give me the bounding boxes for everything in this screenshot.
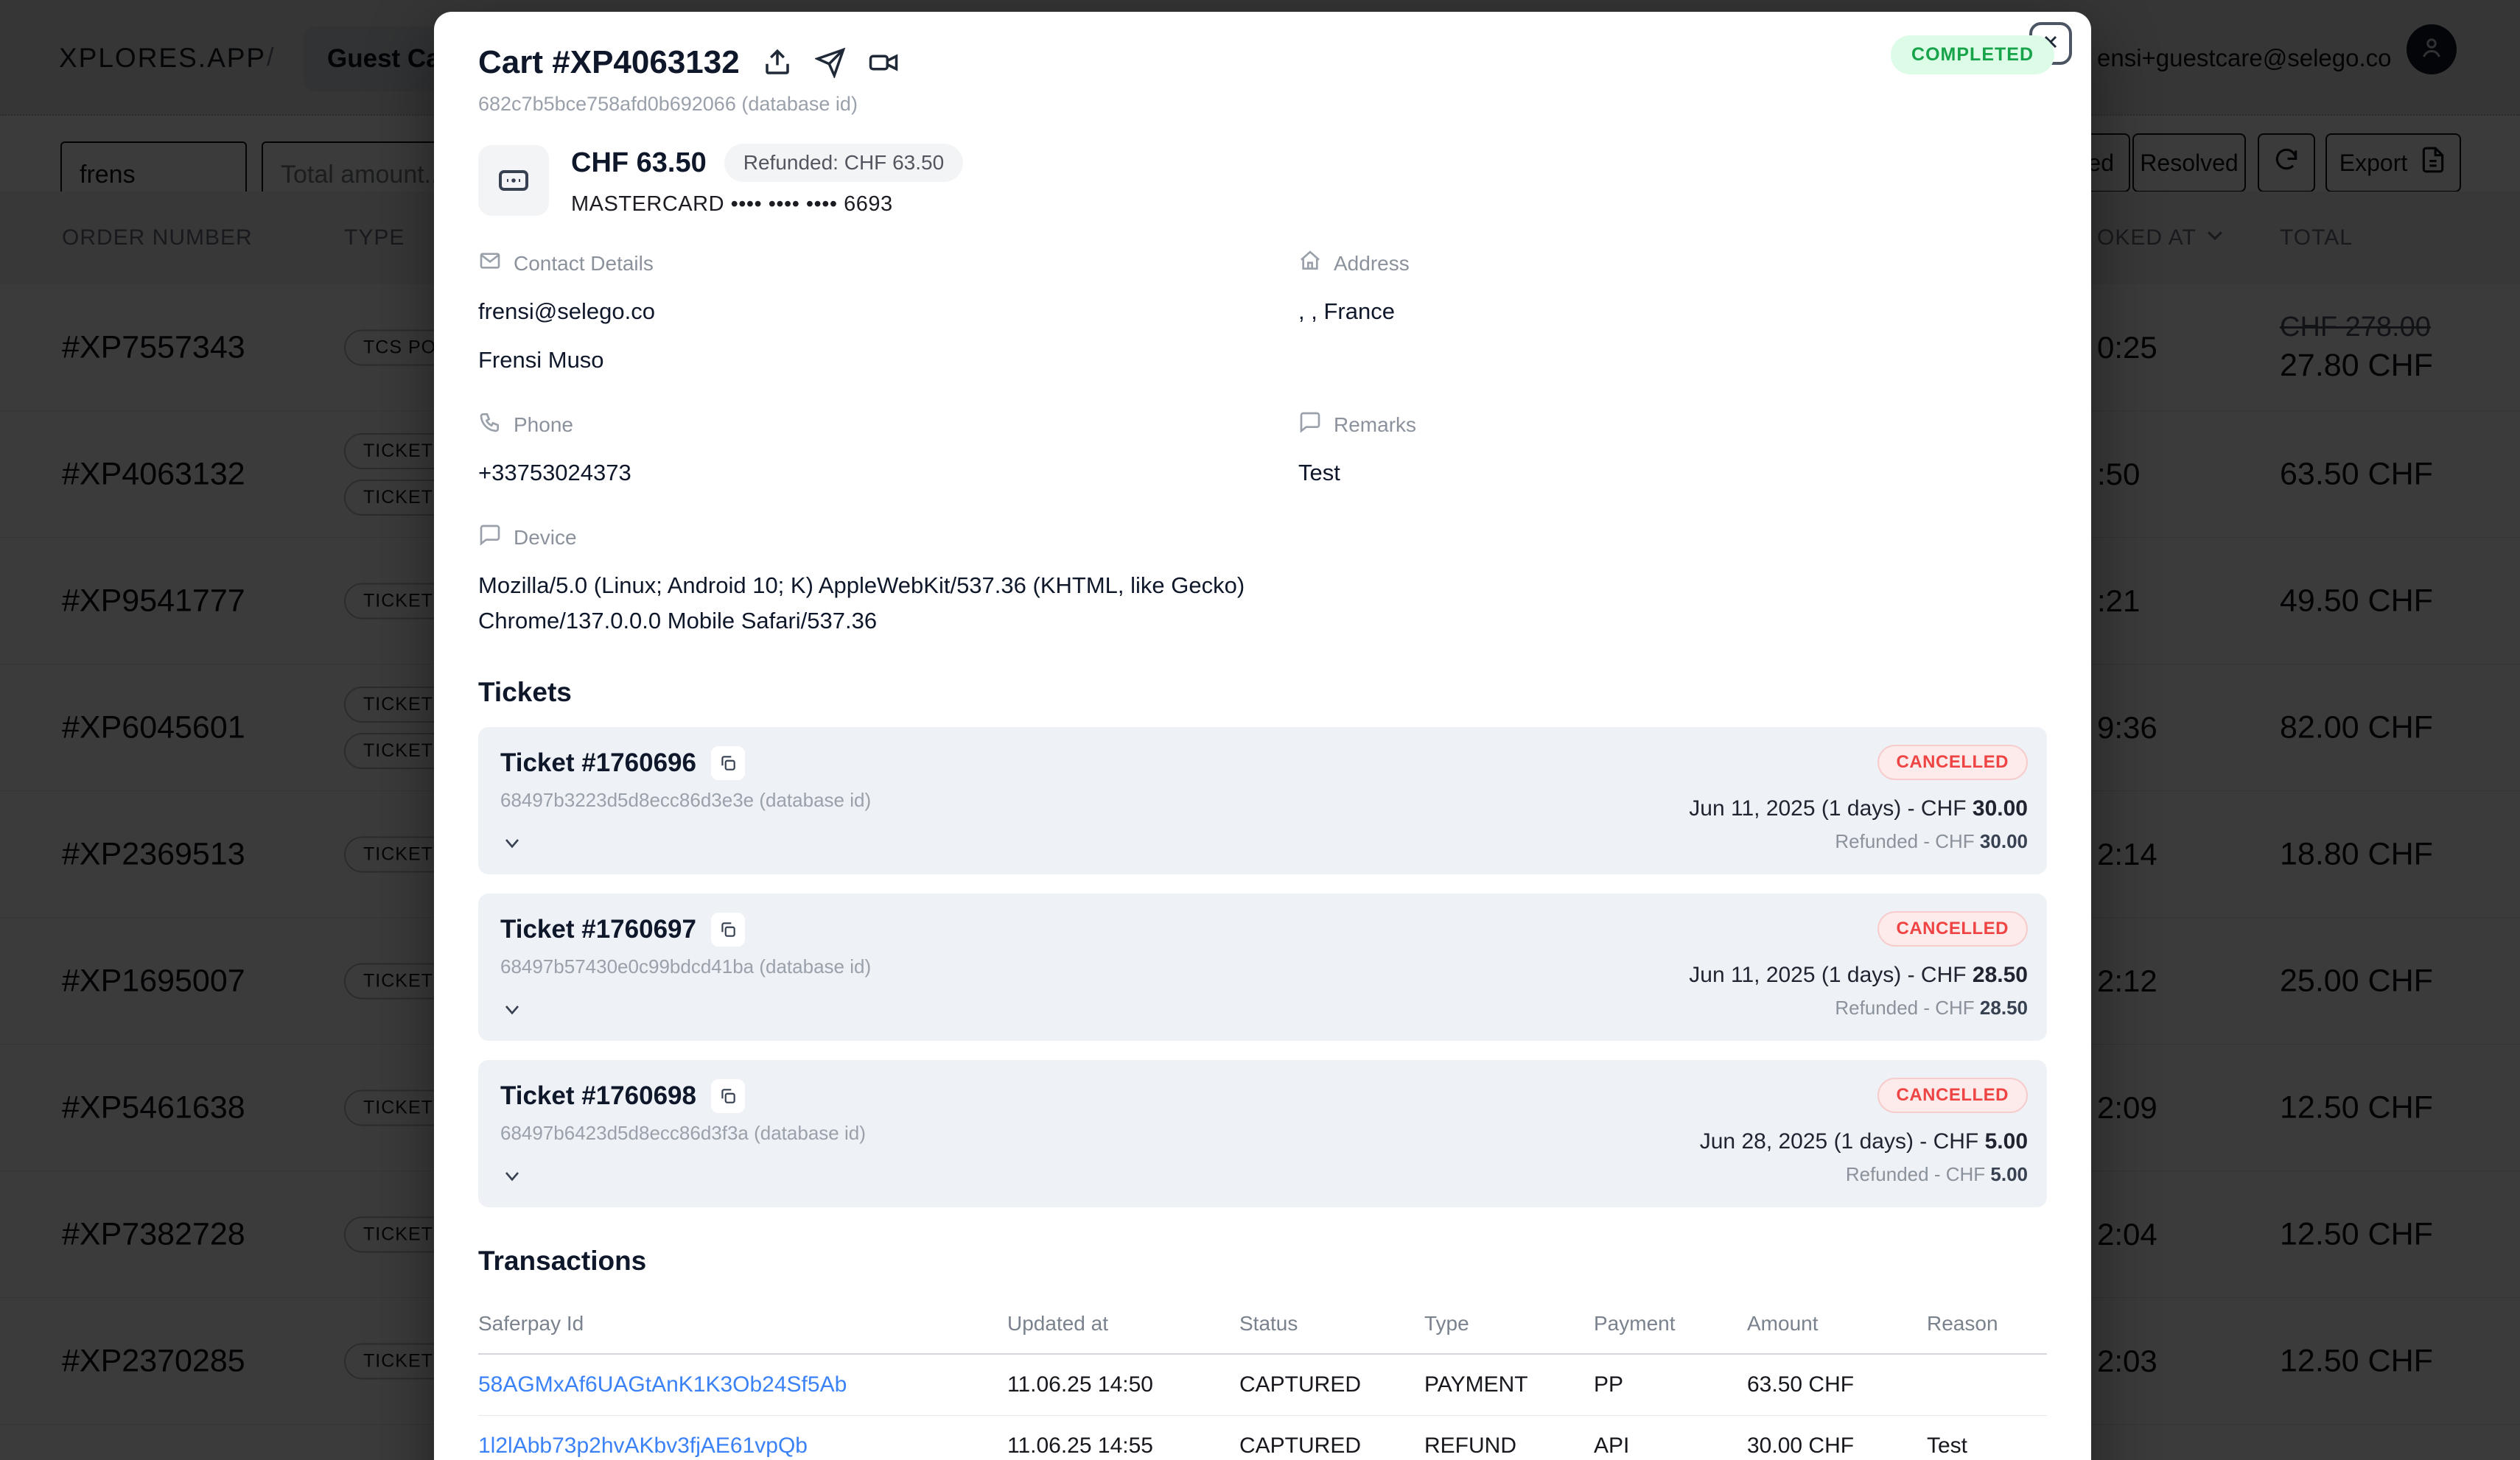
ticket-database-id: 68497b57430e0c99bdcd41ba (database id) <box>500 955 872 978</box>
remarks-block: Remarks Test <box>1298 410 2047 491</box>
transaction-row: 58AGMxAf6UAGtAnK1K3Ob24Sf5Ab 11.06.25 14:… <box>478 1354 2047 1417</box>
transactions-column-header: Amount <box>1747 1299 1927 1355</box>
ticket-title: Ticket #1760698 <box>500 1081 696 1111</box>
contact-name: Frensi Muso <box>478 347 604 373</box>
transactions-heading: Transactions <box>478 1246 647 1277</box>
envelope-icon <box>478 249 502 278</box>
phone-value: +33753024373 <box>478 460 631 486</box>
transaction-cell: CAPTURED <box>1239 1415 1424 1460</box>
transactions-table: Saferpay Id Updated at Status Type Payment Am… <box>478 1299 2047 1460</box>
copy-button[interactable] <box>710 1079 745 1114</box>
remarks-label: Remarks <box>1334 413 1417 436</box>
transactions-column-header: Reason <box>1927 1299 2047 1355</box>
ticket-status-badge: CANCELLED <box>1877 745 2028 781</box>
ticket-price-line: Jun 11, 2025 (1 days) - CHF 28.50 <box>1689 963 2028 988</box>
device-label: Device <box>514 525 577 549</box>
refunded-pill: Refunded: CHF 63.50 <box>724 144 964 182</box>
remarks-value: Test <box>1298 460 1340 486</box>
speech-bubble-icon <box>478 523 502 552</box>
expand-chevron-icon[interactable] <box>500 997 524 1021</box>
device-value: Mozilla/5.0 (Linux; Android 10; K) Apple… <box>478 572 1245 634</box>
ticket-refund-line: Refunded - CHF 30.00 <box>1835 830 2028 853</box>
contact-details-block: Contact Details frensi@selego.co Frensi … <box>478 249 1298 378</box>
transaction-cell <box>1927 1354 2047 1417</box>
speech-bubble-icon <box>1298 410 1322 439</box>
transaction-cell: 63.50 CHF <box>1747 1354 1927 1417</box>
cart-detail-modal: COMPLETED Cart #XP4063132 682c7b5bce758a… <box>434 12 2091 1460</box>
tickets-list: Ticket #1760696 68497b3223d5d8ecc86d3e3e… <box>478 727 2047 1208</box>
transaction-cell: REFUND <box>1424 1415 1594 1460</box>
ticket-title: Ticket #1760696 <box>500 748 696 778</box>
copy-button[interactable] <box>710 913 745 947</box>
payment-card-icon <box>478 144 549 216</box>
contact-email: frensi@selego.co <box>478 298 655 324</box>
transaction-cell: 11.06.25 14:55 <box>1007 1415 1239 1460</box>
transaction-row: 1l2lAbb73p2hvAKbv3fjAE61vpQb 11.06.25 14:… <box>478 1415 2047 1460</box>
expand-chevron-icon[interactable] <box>500 1164 524 1187</box>
ticket-status-badge: CANCELLED <box>1877 1078 2028 1114</box>
address-label: Address <box>1334 251 1410 275</box>
ticket-status-badge: CANCELLED <box>1877 911 2028 947</box>
tickets-heading: Tickets <box>478 677 572 708</box>
transactions-column-header: Payment <box>1594 1299 1747 1355</box>
transactions-column-header: Updated at <box>1007 1299 1239 1355</box>
ticket-price-line: Jun 11, 2025 (1 days) - CHF 30.00 <box>1689 796 2028 821</box>
device-block: Device Mozilla/5.0 (Linux; Android 10; K… <box>478 523 1298 639</box>
transaction-cell: 30.00 CHF <box>1747 1415 1927 1460</box>
home-icon <box>1298 249 1322 278</box>
expand-chevron-icon[interactable] <box>500 831 524 854</box>
address-value: , , France <box>1298 298 1395 324</box>
copy-button[interactable] <box>710 746 745 781</box>
modal-title: Cart #XP4063132 <box>478 44 740 80</box>
transactions-header-row: Saferpay Id Updated at Status Type Payment Am… <box>478 1299 2047 1355</box>
contact-details-label: Contact Details <box>514 251 654 275</box>
transactions-column-header: Status <box>1239 1299 1424 1355</box>
transaction-cell: PAYMENT <box>1424 1354 1594 1417</box>
saferpay-id-link[interactable]: 1l2lAbb73p2hvAKbv3fjAE61vpQb <box>478 1415 1007 1460</box>
transaction-cell: CAPTURED <box>1239 1354 1424 1417</box>
phone-label: Phone <box>514 413 573 436</box>
status-badge: COMPLETED <box>1891 35 2054 74</box>
saferpay-id-link[interactable]: 58AGMxAf6UAGtAnK1K3Ob24Sf5Ab <box>478 1354 1007 1417</box>
ticket-card: Ticket #1760696 68497b3223d5d8ecc86d3e3e… <box>478 727 2047 875</box>
transactions-column-header: Saferpay Id <box>478 1299 1007 1355</box>
ticket-card: Ticket #1760698 68497b6423d5d8ecc86d3f3a… <box>478 1060 2047 1208</box>
video-camera-icon[interactable] <box>868 47 899 78</box>
transactions-column-header: Type <box>1424 1299 1594 1355</box>
ticket-title: Ticket #1760697 <box>500 915 696 944</box>
share-icon[interactable] <box>762 47 793 78</box>
address-block: Address , , France <box>1298 249 2047 378</box>
send-icon[interactable] <box>814 47 846 78</box>
ticket-refund-line: Refunded - CHF 5.00 <box>1845 1163 2028 1186</box>
cart-database-id: 682c7b5bce758afd0b692066 (database id) <box>478 93 858 115</box>
phone-icon <box>478 410 502 439</box>
payment-amount: CHF 63.50 <box>571 147 707 178</box>
transaction-cell: API <box>1594 1415 1747 1460</box>
transaction-cell: 11.06.25 14:50 <box>1007 1354 1239 1417</box>
ticket-refund-line: Refunded - CHF 28.50 <box>1835 997 2028 1019</box>
ticket-database-id: 68497b3223d5d8ecc86d3e3e (database id) <box>500 789 872 812</box>
ticket-price-line: Jun 28, 2025 (1 days) - CHF 5.00 <box>1699 1129 2028 1154</box>
ticket-card: Ticket #1760697 68497b57430e0c99bdcd41ba… <box>478 894 2047 1042</box>
ticket-database-id: 68497b6423d5d8ecc86d3f3a (database id) <box>500 1122 866 1145</box>
transaction-cell: Test <box>1927 1415 2047 1460</box>
payment-method: MASTERCARD •••• •••• •••• 6693 <box>571 192 893 216</box>
transaction-cell: PP <box>1594 1354 1747 1417</box>
phone-block: Phone +33753024373 <box>478 410 1298 491</box>
